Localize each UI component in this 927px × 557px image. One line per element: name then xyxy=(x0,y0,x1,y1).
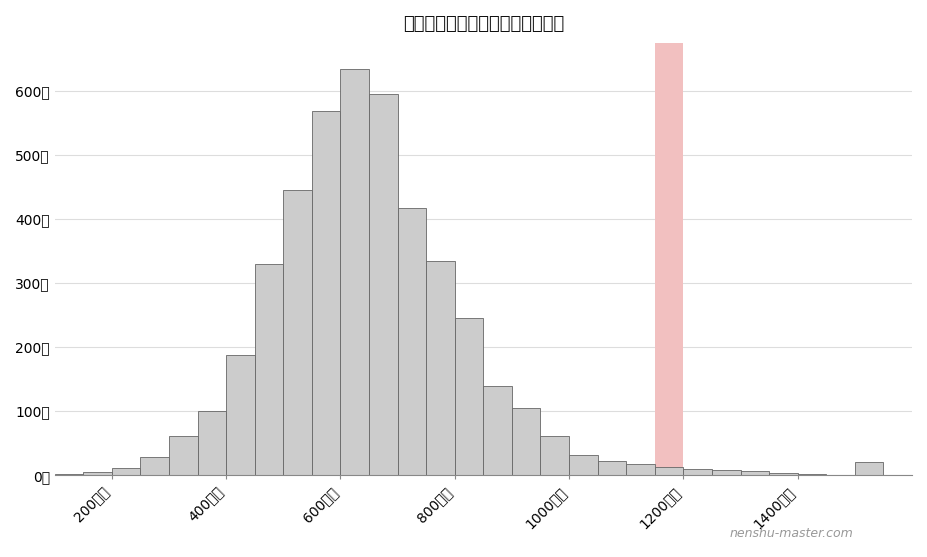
Bar xyxy=(741,471,769,475)
Bar xyxy=(540,436,569,475)
Bar xyxy=(112,467,140,475)
Bar xyxy=(340,69,369,475)
Bar xyxy=(797,474,826,475)
Bar xyxy=(598,461,627,475)
Bar xyxy=(311,111,340,475)
Bar xyxy=(512,408,540,475)
Bar xyxy=(627,465,654,475)
Bar xyxy=(284,190,311,475)
Text: nenshu-master.com: nenshu-master.com xyxy=(730,527,853,540)
Bar xyxy=(712,470,741,475)
Bar xyxy=(255,264,284,475)
Bar xyxy=(226,355,255,475)
Bar xyxy=(426,261,455,475)
Bar xyxy=(455,318,483,475)
Bar xyxy=(140,457,169,475)
Bar xyxy=(483,385,512,475)
Bar xyxy=(169,436,197,475)
Bar xyxy=(83,472,112,475)
Bar xyxy=(197,411,226,475)
Title: 日本経済新聞社の年収ポジション: 日本経済新聞社の年収ポジション xyxy=(402,15,564,33)
Bar xyxy=(569,455,598,475)
Bar xyxy=(769,473,797,475)
Bar xyxy=(855,462,883,475)
Bar xyxy=(55,474,83,475)
Bar xyxy=(683,469,712,475)
Bar xyxy=(654,467,683,475)
Bar xyxy=(398,208,426,475)
Bar xyxy=(654,43,683,475)
Bar xyxy=(369,94,398,475)
